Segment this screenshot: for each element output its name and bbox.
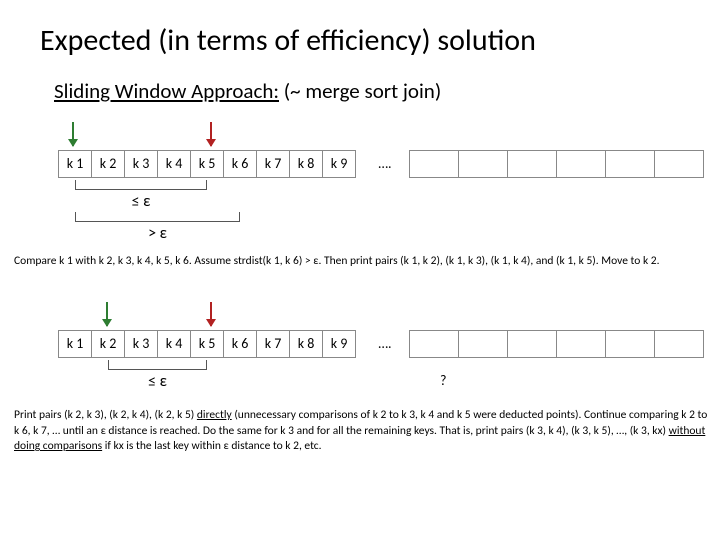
empty-cell (605, 150, 655, 178)
empty-cell (507, 150, 557, 178)
red-arrow-icon (210, 302, 212, 326)
subtitle-rest: (~ merge sort join) (279, 78, 441, 104)
empty-cell (605, 330, 655, 358)
empty-cell (458, 330, 508, 358)
bracket-label: ≤ ε (126, 192, 156, 211)
bracket-label: > ε (143, 224, 173, 243)
key-cell: k 1 (58, 330, 92, 358)
key-cell: k 1 (58, 150, 92, 178)
key-cell: k 5 (190, 150, 224, 178)
key-cell: k 2 (91, 150, 125, 178)
key-cell: k 8 (289, 330, 323, 358)
key-cell: k 3 (124, 150, 158, 178)
empty-cell (409, 150, 459, 178)
text-span: Print pairs (k 2, k 3), (k 2, k 4), (k 2… (14, 408, 197, 422)
empty-cell (507, 330, 557, 358)
range-bracket (108, 360, 207, 370)
explanation-1: Compare k 1 with k 2, k 3, k 4, k 5, k 6… (14, 254, 710, 270)
red-arrow-icon (210, 122, 212, 146)
key-cell: k 2 (91, 330, 125, 358)
key-cell: k 4 (157, 150, 191, 178)
text-span: if kx is the last key within ε distance … (102, 439, 321, 453)
key-row-2: k 1k 2k 3k 4k 5k 6k 7k 8k 9…. (58, 330, 704, 358)
subtitle-underlined: Sliding Window Approach: (54, 78, 279, 104)
explanation-2: Print pairs (k 2, k 3), (k 2, k 4), (k 2… (14, 408, 710, 455)
empty-cell (654, 150, 704, 178)
text-span: directly (197, 408, 232, 422)
key-cell: k 9 (322, 150, 356, 178)
key-cell: k 9 (322, 330, 356, 358)
slide-title: Expected (in terms of efficiency) soluti… (40, 22, 536, 59)
ellipsis: …. (360, 330, 410, 358)
question-mark: ? (440, 372, 447, 389)
key-cell: k 4 (157, 330, 191, 358)
green-arrow-icon (106, 302, 108, 326)
empty-cell (458, 150, 508, 178)
empty-cell (556, 150, 606, 178)
range-bracket (75, 180, 207, 190)
key-cell: k 7 (256, 150, 290, 178)
slide-subtitle: Sliding Window Approach: (~ merge sort j… (54, 78, 441, 104)
empty-cell (556, 330, 606, 358)
key-cell: k 5 (190, 330, 224, 358)
bracket-label: ≤ ε (143, 372, 173, 391)
range-bracket (75, 212, 240, 222)
key-row-1: k 1k 2k 3k 4k 5k 6k 7k 8k 9…. (58, 150, 704, 178)
key-cell: k 6 (223, 330, 257, 358)
green-arrow-icon (72, 122, 74, 146)
empty-cell (409, 330, 459, 358)
key-cell: k 7 (256, 330, 290, 358)
ellipsis: …. (360, 150, 410, 178)
empty-cell (654, 330, 704, 358)
key-cell: k 6 (223, 150, 257, 178)
key-cell: k 3 (124, 330, 158, 358)
key-cell: k 8 (289, 150, 323, 178)
